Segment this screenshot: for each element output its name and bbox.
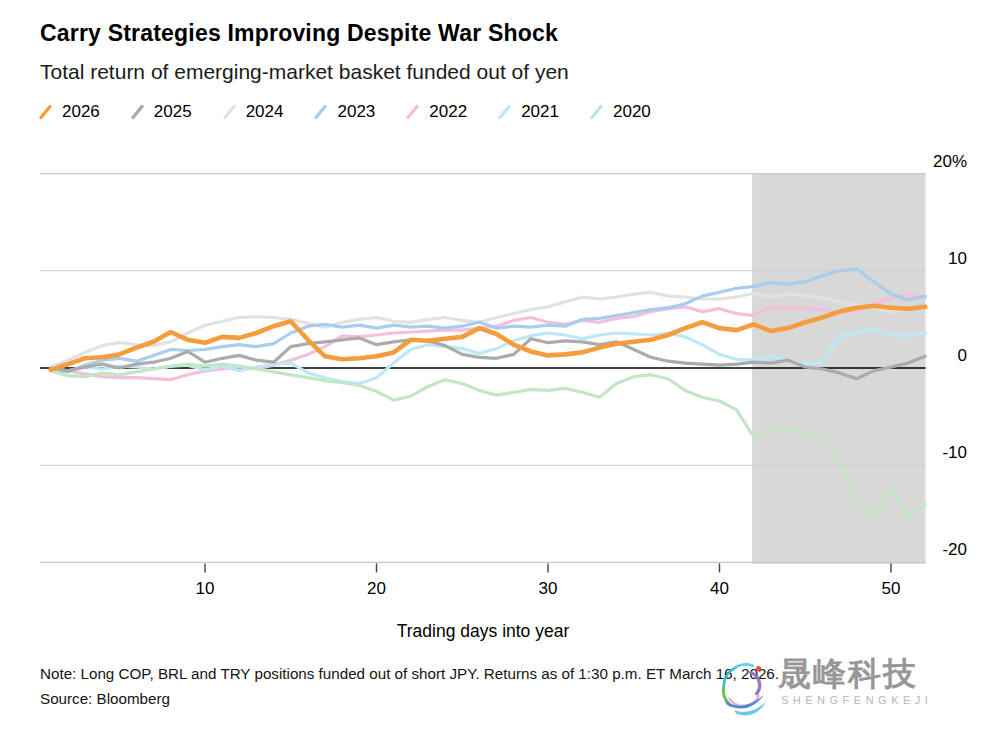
watermark: 晟峰科技 SHENGFENGKEJI bbox=[716, 656, 932, 720]
note-text: Note: Long COP, BRL and TRY positions fu… bbox=[40, 662, 779, 687]
y-axis-tick-label: -20 bbox=[942, 540, 967, 559]
source-text: Source: Bloomberg bbox=[40, 687, 779, 712]
x-axis-tick-label: 40 bbox=[710, 579, 729, 598]
logo-red-dot bbox=[756, 666, 761, 671]
chart-card: Carry Strategies Improving Despite War S… bbox=[0, 0, 985, 730]
x-axis-title: Trading days into year bbox=[40, 621, 926, 642]
watermark-logo bbox=[716, 656, 774, 720]
y-axis-tick-label: 10 bbox=[948, 249, 967, 268]
watermark-name-cn: 晟峰科技 bbox=[778, 656, 932, 692]
y-axis-tick-label: 0 bbox=[958, 346, 967, 365]
x-axis-tick-label: 50 bbox=[882, 579, 901, 598]
y-axis-tick-label: 20% bbox=[933, 152, 967, 171]
x-axis-tick-label: 20 bbox=[367, 579, 386, 598]
y-axis-tick-label: -10 bbox=[942, 443, 967, 462]
x-axis-tick-label: 10 bbox=[196, 579, 215, 598]
x-axis-tick-label: 30 bbox=[539, 579, 558, 598]
watermark-name-en: SHENGFENGKEJI bbox=[778, 694, 932, 706]
watermark-text: 晟峰科技 SHENGFENGKEJI bbox=[778, 656, 932, 706]
footnote-block: Note: Long COP, BRL and TRY positions fu… bbox=[40, 662, 779, 711]
